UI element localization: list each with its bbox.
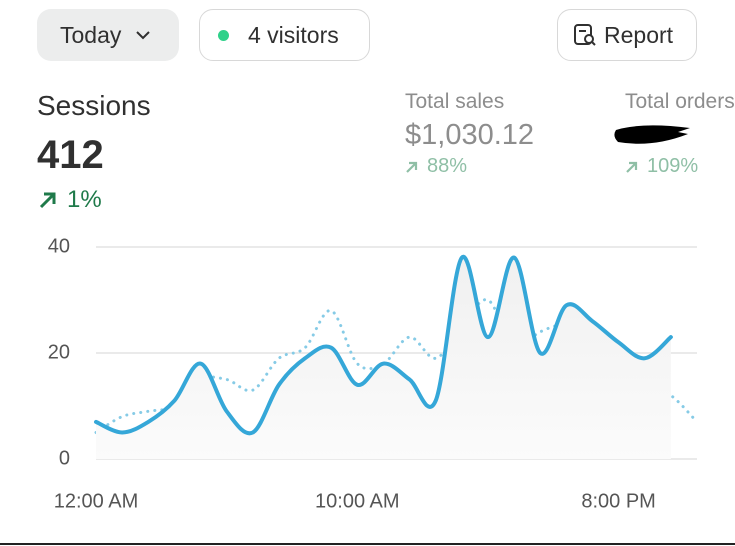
y-tick-label: 40 [48, 235, 70, 257]
metric-label: Total orders [625, 90, 735, 113]
up-arrow-icon [406, 161, 418, 173]
line-series [94, 255, 673, 436]
report-icon [574, 24, 596, 46]
line-area [96, 256, 671, 459]
metric-value: 412 [37, 133, 104, 177]
report-button[interactable]: Report [557, 9, 697, 61]
visitors-label: 4 visitors [248, 21, 339, 48]
up-arrow-icon [39, 192, 56, 209]
live-dot [218, 29, 229, 41]
metric-change: 1% [37, 186, 102, 214]
y-tick-label: 20 [48, 341, 70, 363]
date-button[interactable]: Today [37, 9, 179, 61]
x-tick-label: 12:00 AM [54, 490, 139, 512]
change-label: 88% [427, 155, 468, 177]
report-label: Report [604, 21, 674, 48]
up-arrow-icon [626, 161, 638, 173]
chevron-icon [136, 31, 151, 40]
metric-label: Sessions [37, 90, 151, 121]
metric-change: 88% [405, 155, 467, 178]
metric-label: Total sales [405, 90, 505, 113]
y-tick-label: 0 [59, 447, 70, 469]
metric-value: $1,030.12 [405, 119, 535, 151]
x-tick-label: 10:00 AM [315, 490, 400, 512]
date-label: Today [60, 21, 122, 48]
change-label: 109% [647, 155, 699, 177]
change-label: 1% [67, 186, 102, 213]
visitors-button[interactable]: 4 visitors [199, 9, 370, 61]
metric-change: 109% [625, 155, 698, 178]
x-tick-label: 8:00 PM [581, 490, 655, 512]
redaction [614, 125, 690, 144]
